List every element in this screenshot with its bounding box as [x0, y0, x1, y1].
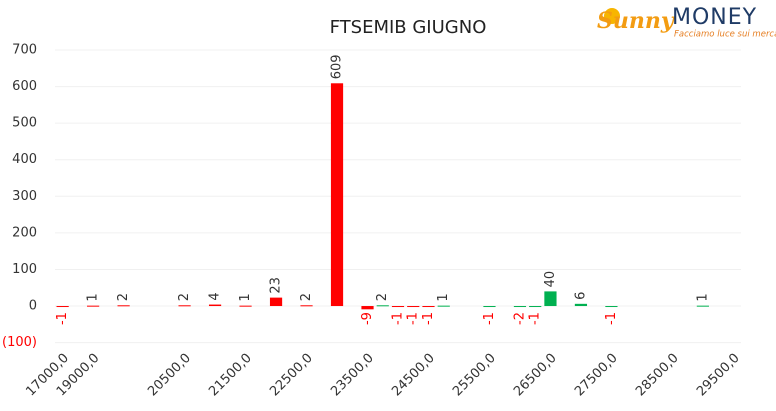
bar: [513, 306, 527, 308]
value-label: 23: [269, 277, 284, 294]
value-label: -1: [482, 312, 497, 325]
logo-tagline: Facciamo luce sui mercati: [674, 30, 776, 40]
bar: [330, 83, 344, 307]
value-label: -9: [360, 312, 375, 325]
x-tick-label: 27500,0: [572, 351, 621, 400]
value-label: 609: [330, 54, 345, 79]
bar: [696, 305, 709, 307]
x-tick-label: 28500,0: [633, 351, 682, 400]
bar: [391, 306, 405, 308]
bar: [483, 306, 496, 308]
value-label: 6: [573, 292, 588, 300]
y-tick-label: 600: [12, 79, 37, 94]
value-label: 1: [238, 293, 253, 301]
value-label: -1: [604, 312, 619, 325]
value-label: 1: [86, 293, 101, 301]
value-label: 2: [177, 293, 192, 301]
value-label: 2: [375, 293, 390, 301]
bar: [178, 305, 191, 307]
bar: [422, 306, 435, 308]
logo-sun: [604, 8, 620, 24]
y-tick-label: 300: [12, 189, 37, 204]
value-label: 4: [208, 292, 223, 300]
y-tick-label: 200: [12, 225, 37, 240]
value-label: -1: [528, 312, 543, 325]
x-tick-label: 21500,0: [206, 351, 255, 400]
bar: [529, 306, 542, 308]
bar: [239, 305, 252, 307]
chart-title: FTSEMIB GIUGNO: [330, 17, 487, 38]
value-label: 2: [116, 293, 131, 301]
x-tick-label: 29500,0: [694, 351, 743, 400]
x-tick-label: 22500,0: [267, 351, 316, 400]
x-tick-label: 24500,0: [389, 351, 438, 400]
logo-brand: Sunny: [597, 8, 676, 34]
logo-name: MONEY: [672, 5, 757, 30]
bar: [605, 306, 618, 308]
y-tick-label: 500: [12, 116, 37, 131]
x-tick-label: 23500,0: [328, 351, 377, 400]
logo: Sunny MONEY Facciamo luce sui mercati: [597, 5, 776, 40]
value-label: -1: [55, 312, 70, 325]
bar: [56, 306, 69, 308]
bar: [544, 291, 557, 307]
value-label: -1: [406, 312, 421, 325]
value-label: 40: [543, 271, 558, 288]
bar: [269, 297, 283, 307]
value-label: -1: [391, 312, 406, 325]
x-tick-label: 26500,0: [511, 351, 560, 400]
bar: [437, 305, 450, 307]
value-label: 2: [299, 293, 314, 301]
y-tick-label: (100): [2, 335, 37, 350]
value-label: -1: [421, 312, 436, 325]
bar: [574, 303, 588, 307]
y-tick-label: 100: [12, 262, 37, 277]
x-tick-label: 25500,0: [450, 351, 499, 400]
bar: [361, 306, 374, 310]
y-tick-label: 400: [12, 152, 37, 167]
bar: [407, 306, 420, 308]
bar: [376, 305, 389, 307]
value-label: 1: [436, 293, 451, 301]
value-label: -2: [512, 312, 527, 325]
bar: [87, 305, 100, 307]
x-tick-label: 20500,0: [145, 351, 194, 400]
y-tick-label: 700: [12, 43, 37, 58]
value-label: 1: [695, 293, 710, 301]
bar: [117, 305, 130, 307]
y-tick-label: 0: [29, 299, 37, 314]
bar: [208, 304, 222, 307]
bar: [300, 305, 313, 307]
